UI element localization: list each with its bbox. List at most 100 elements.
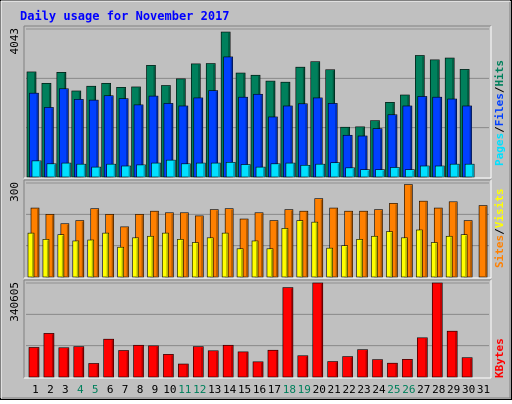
bar-pages-day-21-body <box>330 162 341 178</box>
bar-pages-day-27-body <box>420 165 430 178</box>
bar-pages-day-11 <box>181 163 191 178</box>
bar-pages-day-10 <box>166 159 176 178</box>
bar-kbytes-day-10 <box>163 354 174 378</box>
bar-kbytes-day-26 <box>402 359 413 378</box>
bar-kbytes-day-29-shade <box>455 332 457 377</box>
bar-visits-day-4-shade <box>76 241 79 277</box>
day-labels: 1 2 3 4 5 6 7 8 9 10 11 12 13 14 15 16 17 18 19 20 21 22 23 24 2… <box>32 383 490 396</box>
bar-visits-day-19-shade <box>300 221 303 277</box>
bar-pages-day-23-body <box>360 169 370 178</box>
bar-pages-day-22 <box>345 167 355 178</box>
bar-files-day-1-shade <box>36 94 38 177</box>
bar-kbytes-day-29-body <box>446 330 458 378</box>
bar-visits-day-23-shade <box>360 240 363 277</box>
bar-kbytes-day-18-shade <box>290 288 293 377</box>
bar-kbytes-day-25-shade <box>395 364 397 377</box>
bar-visits-day-17-shade <box>270 249 273 277</box>
legend-middle: Sites/Visits <box>493 189 506 269</box>
bar-visits-day-17 <box>266 248 274 278</box>
legend-top: Pages/Files/Hits <box>493 60 506 166</box>
bar-files-day-11-shade <box>185 106 188 177</box>
bar-visits-day-6 <box>102 232 109 278</box>
bar-files-day-7 <box>118 98 129 178</box>
day-label: 9 <box>152 383 159 396</box>
bar-pages-day-20-shade <box>322 165 325 177</box>
bar-kbytes-day-19-shade <box>305 356 308 377</box>
bar-kbytes-day-19 <box>297 355 309 378</box>
bar-files-day-12-shade <box>200 98 203 177</box>
bar-visits-day-9-body <box>147 235 154 278</box>
bar-sites-day-23-shade <box>365 212 368 277</box>
bar-files-day-22-shade <box>350 136 352 177</box>
bar-kbytes-day-15-body <box>237 351 249 378</box>
bar-visits-day-18-body <box>281 228 289 278</box>
day-label: 7 <box>122 383 129 396</box>
bar-files-day-14-shade <box>230 57 233 178</box>
day-label: 28 <box>432 383 445 396</box>
bar-files-day-28 <box>432 96 443 178</box>
bar-pages-day-25-shade <box>397 168 399 177</box>
bar-visits-day-29-body <box>445 235 453 278</box>
chart-title: Daily usage for November 2017 <box>20 9 230 23</box>
bar-kbytes-day-6-shade <box>111 340 114 377</box>
bar-sites-day-8-shade <box>141 215 144 277</box>
panel-top: 4043 <box>8 25 492 179</box>
bar-files-day-25-shade <box>394 115 397 177</box>
bar-kbytes-day-6 <box>103 338 114 378</box>
bar-sites-day-26-shade <box>410 185 412 277</box>
day-label: 5 <box>92 383 99 396</box>
legend-sites: Sites <box>493 235 506 268</box>
bar-visits-day-28 <box>430 242 438 278</box>
bar-kbytes-day-17-shade <box>275 351 278 377</box>
bar-files-day-18-shade <box>290 106 292 177</box>
bar-pages-day-11-body <box>181 163 191 178</box>
bar-sites-day-24-shade <box>380 210 383 277</box>
bar-sites-day-28-shade <box>440 209 442 277</box>
bar-kbytes-day-14 <box>222 344 234 378</box>
bar-pages-day-3 <box>61 162 72 178</box>
day-label: 16 <box>253 383 266 396</box>
bar-visits-day-13-shade <box>211 238 213 277</box>
bar-sites-day-5-shade <box>96 209 99 277</box>
bar-pages-day-2-shade <box>53 164 56 177</box>
bar-kbytes-day-8-shade <box>141 346 144 377</box>
bar-sites-day-31-body <box>478 205 488 278</box>
bar-visits-day-12-body <box>191 242 199 278</box>
day-label: 22 <box>342 383 355 396</box>
bar-visits-day-11-body <box>177 239 184 278</box>
bar-visits-day-7 <box>117 246 124 278</box>
bar-sites-day-11-shade <box>186 213 188 277</box>
bar-sites-day-2-shade <box>51 215 54 277</box>
bar-kbytes-day-4-body <box>73 346 85 378</box>
bar-pages-day-6-body <box>106 163 116 178</box>
legend-visits: Visits <box>493 189 506 229</box>
bar-pages-day-7-body <box>121 165 131 178</box>
bar-kbytes-day-12-shade <box>201 347 203 377</box>
day-label: 10 <box>163 383 176 396</box>
bar-visits-day-15-shade <box>241 249 243 277</box>
day-label: 30 <box>462 383 475 396</box>
bar-kbytes-day-17-body <box>267 349 279 378</box>
bar-pages-day-22-shade <box>352 168 355 177</box>
bar-visits-day-10-body <box>162 232 169 278</box>
bar-pages-day-12-shade <box>203 164 205 177</box>
bar-visits-day-3-shade <box>61 235 64 277</box>
bar-pages-day-26 <box>405 169 415 178</box>
bar-visits-day-25-body <box>386 231 393 278</box>
bar-kbytes-day-18 <box>282 287 294 378</box>
day-label: 3 <box>62 383 69 396</box>
bar-pages-day-10-shade <box>173 161 175 177</box>
bar-sites-day-27-shade <box>425 202 427 277</box>
bar-kbytes-day-16 <box>252 361 264 378</box>
bar-kbytes-day-12 <box>192 346 204 378</box>
bar-pages-day-16 <box>255 166 266 178</box>
day-label: 15 <box>238 383 251 396</box>
bar-pages-day-1-body <box>31 160 42 178</box>
bar-visits-day-22-body <box>341 245 348 278</box>
bar-visits-day-5-shade <box>91 241 94 277</box>
bar-pages-day-12-body <box>195 162 206 178</box>
bar-visits-day-16-body <box>251 240 259 278</box>
day-label: 13 <box>208 383 221 396</box>
bar-pages-day-5-shade <box>98 168 101 177</box>
